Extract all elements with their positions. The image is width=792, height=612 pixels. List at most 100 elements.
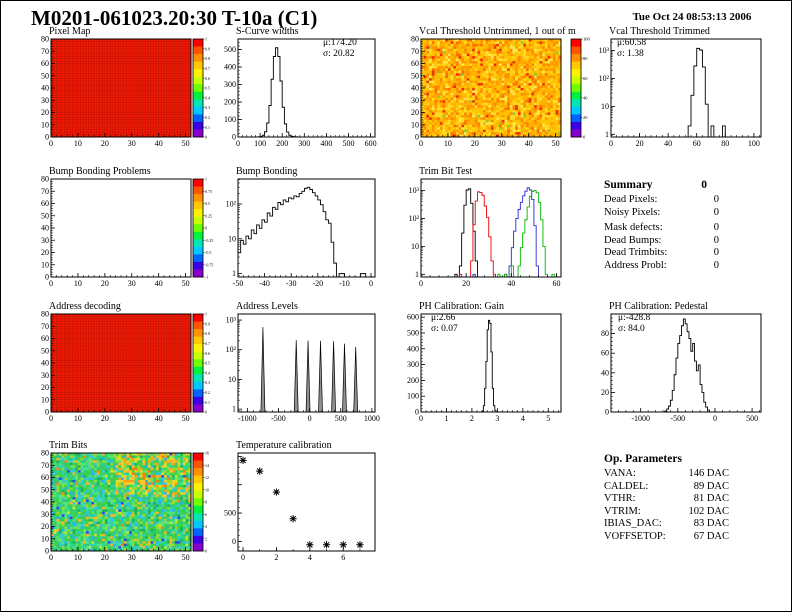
svg-text:-30: -30 (286, 279, 297, 288)
svg-text:0: 0 (583, 135, 586, 140)
vcal-threshold-trimmed-stats: μ:60.58 σ: 1.38 (617, 38, 646, 60)
svg-text:50: 50 (41, 211, 49, 220)
svg-text:1: 1 (205, 37, 207, 42)
svg-text:10: 10 (228, 234, 236, 243)
svg-text:0: 0 (419, 414, 423, 423)
vcal-threshold-trimmed-title: Vcal Threshold Trimmed (609, 26, 710, 37)
svg-text:-40: -40 (259, 279, 270, 288)
svg-text:0: 0 (45, 133, 49, 142)
svg-text:0: 0 (308, 414, 312, 423)
svg-text:-1: -1 (205, 275, 208, 280)
summary-row: Dead Pixels: 0 (604, 194, 719, 205)
summary-row: Address Probl: 0 (604, 259, 719, 271)
svg-text:30: 30 (128, 414, 136, 423)
svg-text:500: 500 (746, 414, 758, 423)
stat-mu: μ:2.66 (431, 313, 456, 323)
svg-text:80: 80 (41, 175, 49, 184)
svg-text:60: 60 (601, 349, 609, 358)
ph-gain-chart: 0 1 2 3 4 5 0 100 200 300 400 500 600 (407, 313, 562, 423)
svg-text:0.8: 0.8 (205, 331, 210, 336)
summary-row: Dead Trimbits: 0 (604, 247, 719, 259)
svg-text:-500: -500 (271, 414, 286, 423)
svg-text:500: 500 (407, 328, 419, 337)
svg-text:80: 80 (583, 56, 588, 61)
svg-text:0: 0 (205, 135, 207, 140)
bump-bonding-title: Bump Bonding (236, 166, 298, 177)
svg-text:400: 400 (224, 63, 236, 72)
svg-text:200: 200 (407, 376, 419, 385)
svg-text:20: 20 (41, 248, 49, 257)
svg-text:4: 4 (521, 414, 525, 423)
svg-text:40: 40 (664, 139, 672, 148)
stat-sigma: σ: 20.82 (323, 49, 355, 59)
svg-text:80: 80 (721, 139, 729, 148)
svg-text:10: 10 (601, 102, 609, 111)
svg-text:-0.25: -0.25 (205, 238, 213, 243)
svg-text:300: 300 (407, 360, 419, 369)
svg-text:3: 3 (495, 414, 499, 423)
svg-text:-0.75: -0.75 (205, 262, 213, 267)
svg-text:20: 20 (636, 139, 644, 148)
svg-text:1: 1 (205, 312, 207, 317)
svg-text:100: 100 (748, 139, 760, 148)
svg-text:50: 50 (41, 71, 49, 80)
svg-text:1: 1 (205, 177, 207, 182)
svg-text:10: 10 (228, 375, 236, 384)
svg-text:60: 60 (411, 59, 419, 68)
svg-text:40: 40 (41, 224, 49, 233)
svg-text:200: 200 (224, 98, 236, 107)
address-levels-chart: -1000 -500 0 500 1000 1 10 10² 10³ (226, 313, 380, 423)
svg-text:40: 40 (155, 279, 163, 288)
svg-text:50: 50 (552, 139, 560, 148)
temperature-calibration-title: Temperature calibration (236, 440, 332, 451)
ph-pedestal-stats: μ:-428.8 σ: 84.0 (618, 313, 650, 335)
svg-text:300: 300 (224, 80, 236, 89)
svg-text:20: 20 (462, 279, 470, 288)
svg-text:0.6: 0.6 (205, 351, 210, 356)
vcal-threshold-trimmed-chart: 0 20 40 60 80 100 1 10 10² 10³ (599, 38, 762, 148)
svg-text:70: 70 (41, 187, 49, 196)
svg-text:20: 20 (41, 108, 49, 117)
svg-text:20: 20 (411, 108, 419, 117)
op-parameter-row: CALDEL: 89 DAC (604, 480, 729, 492)
svg-text:0.5: 0.5 (205, 201, 210, 206)
svg-text:40: 40 (507, 279, 515, 288)
svg-text:60: 60 (41, 59, 49, 68)
svg-text:0: 0 (419, 279, 423, 288)
svg-text:20: 20 (101, 139, 109, 148)
svg-text:40: 40 (155, 139, 163, 148)
svg-text:2: 2 (470, 414, 474, 423)
svg-text:0.7: 0.7 (205, 341, 210, 346)
svg-text:10³: 10³ (226, 316, 237, 325)
svg-text:20: 20 (41, 383, 49, 392)
svg-text:30: 30 (41, 96, 49, 105)
svg-text:0: 0 (232, 133, 236, 142)
svg-text:0.7: 0.7 (205, 66, 210, 71)
svg-text:0: 0 (205, 410, 207, 415)
svg-text:10: 10 (41, 120, 49, 129)
svg-text:50: 50 (41, 346, 49, 355)
svg-text:0: 0 (415, 408, 419, 417)
svg-text:0: 0 (713, 414, 717, 423)
svg-text:1: 1 (232, 269, 236, 278)
trim-bits-title: Trim Bits (49, 440, 88, 451)
svg-text:1: 1 (232, 405, 236, 414)
svg-text:40: 40 (41, 359, 49, 368)
svg-text:-1000: -1000 (631, 414, 650, 423)
svg-text:0.5: 0.5 (205, 361, 210, 366)
svg-text:80: 80 (601, 329, 609, 338)
svg-text:0: 0 (45, 273, 49, 282)
svg-text:0.1: 0.1 (205, 400, 210, 405)
svg-text:10: 10 (411, 242, 419, 251)
svg-text:5: 5 (546, 414, 550, 423)
stat-mu: μ:60.58 (617, 38, 647, 48)
svg-text:100: 100 (583, 37, 591, 42)
svg-text:10²: 10² (599, 74, 610, 83)
svg-text:1: 1 (415, 270, 419, 279)
summary-row: Noisy Pixels: 0 (604, 206, 719, 218)
svg-text:10: 10 (41, 395, 49, 404)
vcal-threshold-untrimmed-chart: 0 10 20 30 40 50 0 10 20 30 40 50 60 70 80 100 80 60 40 20 0 (411, 35, 591, 149)
svg-text:50: 50 (182, 139, 190, 148)
svg-text:1000: 1000 (364, 414, 380, 423)
